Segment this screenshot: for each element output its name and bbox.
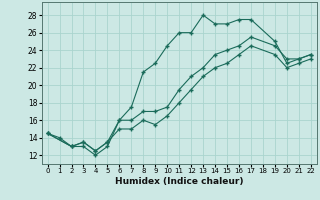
X-axis label: Humidex (Indice chaleur): Humidex (Indice chaleur) [115, 177, 244, 186]
